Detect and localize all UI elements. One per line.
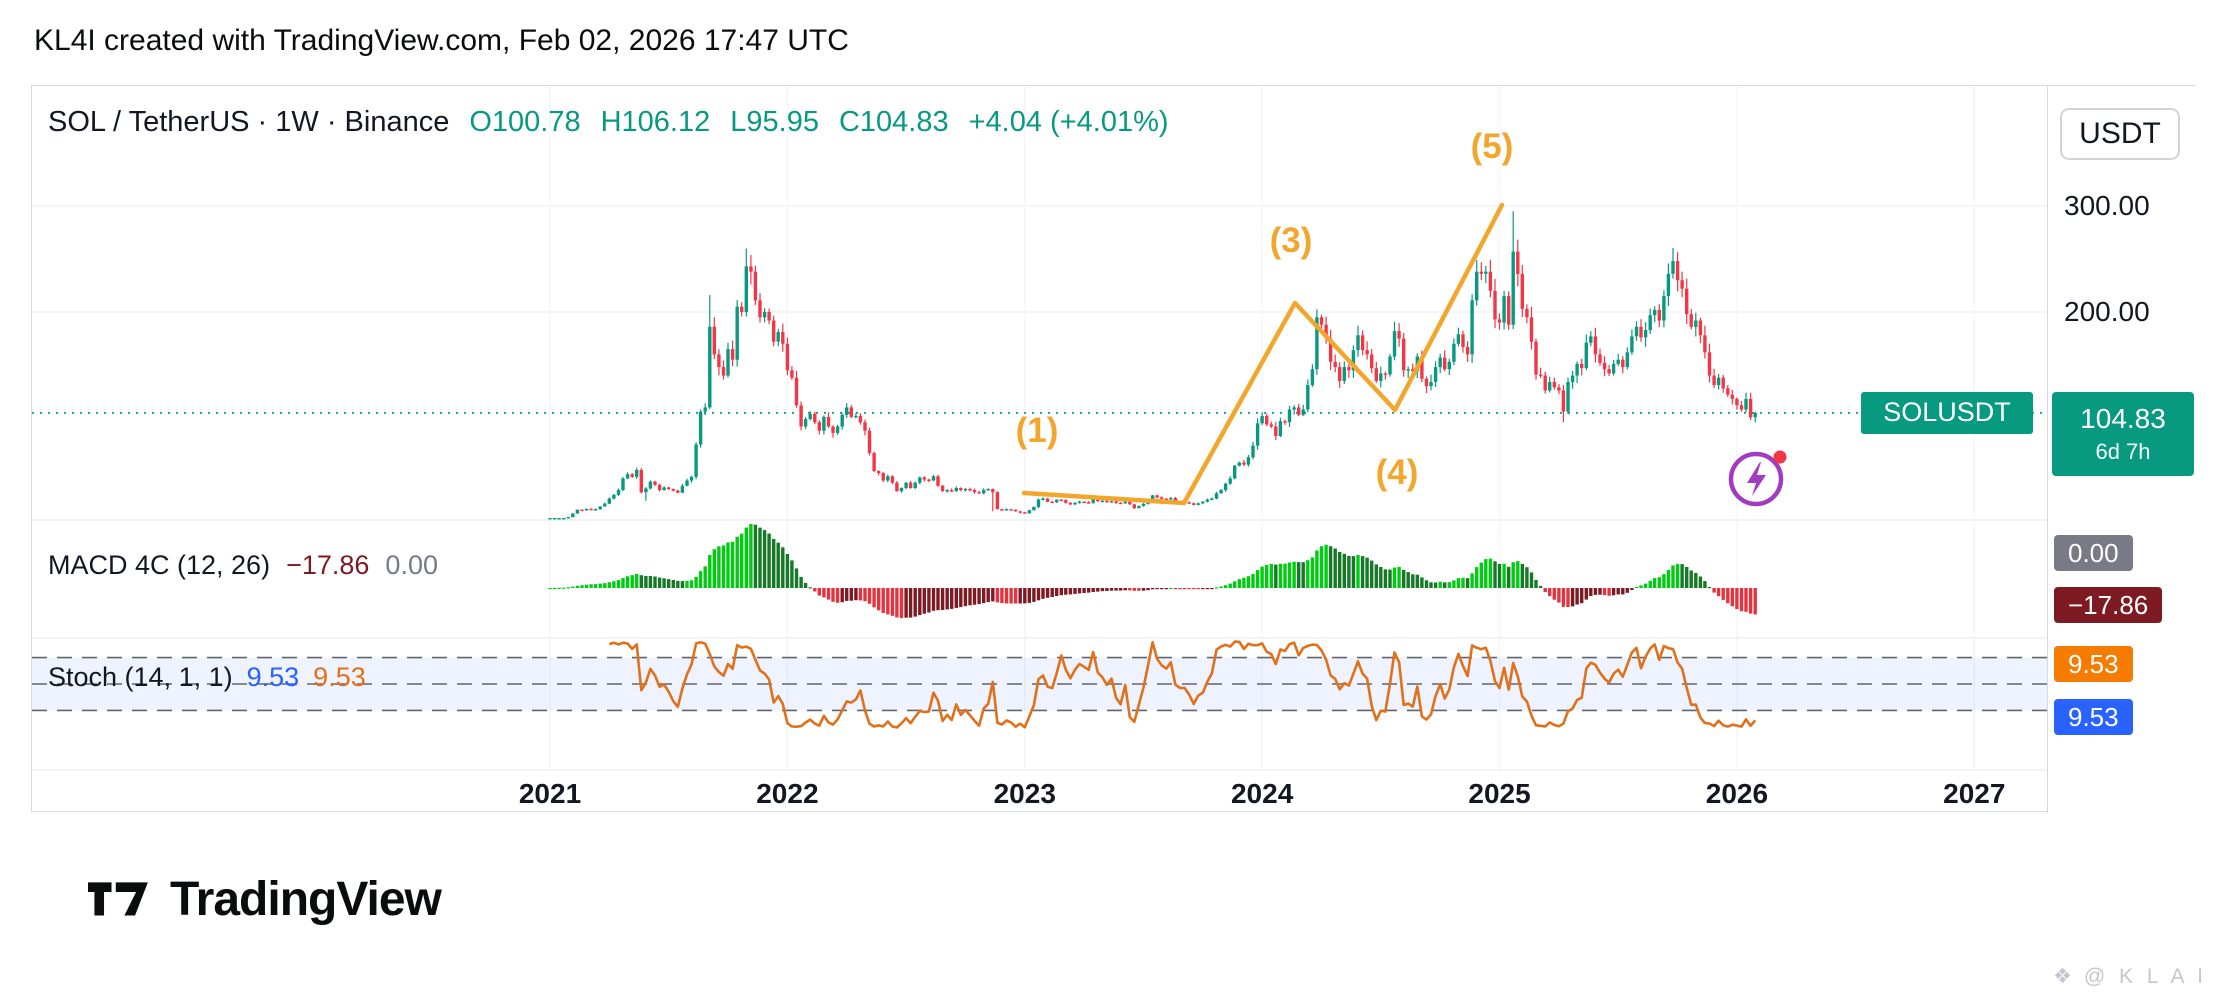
ohlc-low: L95.95 — [730, 106, 819, 138]
symbol-title: SOL / TetherUS · 1W · Binance — [48, 106, 450, 138]
tradingview-logo-icon — [88, 881, 148, 915]
chart-caption: KL4I created with TradingView.com, Feb 0… — [34, 24, 849, 57]
author-watermark: ❖ @ K L A I — [2053, 964, 2207, 989]
elliott-wave-label[interactable]: (4) — [1375, 453, 1419, 492]
candles — [548, 211, 1757, 520]
lightning-icon — [1747, 462, 1766, 496]
time-axis-year-label: 2024 — [1230, 778, 1294, 809]
tradingview-logo[interactable]: TradingView — [88, 872, 442, 927]
elliott-trendline[interactable] — [1021, 202, 1505, 506]
notification-dot-icon — [1773, 450, 1787, 464]
price-scale-label: 200.00 — [2064, 296, 2150, 327]
macd-zero: 0.00 — [385, 550, 438, 580]
elliott-wave-label[interactable]: (3) — [1269, 221, 1313, 260]
time-axis-year-label: 2021 — [518, 778, 582, 809]
macd-zero-badge: 0.00 — [2054, 535, 2133, 571]
macd-value-badge: −17.86 — [2054, 587, 2163, 623]
bar-countdown: 6d 7h — [2095, 438, 2151, 464]
stoch-k-value: 9.53 — [246, 662, 300, 692]
elliott-wave-label[interactable]: (1) — [1015, 411, 1059, 450]
ohlc-high: H106.12 — [600, 106, 711, 138]
ohlc-open: O100.78 — [469, 106, 581, 138]
tradingview-logo-text: TradingView — [170, 873, 442, 926]
last-price-badge: 104.83 6d 7h — [2052, 391, 2194, 476]
stoch-legend[interactable]: Stoch (14, 1, 1) 9.53 9.53 — [48, 662, 366, 693]
stoch-name: Stoch (14, 1, 1) — [48, 662, 233, 692]
ohlc-close: C104.83 — [838, 106, 949, 138]
time-axis-year-label: 2022 — [756, 778, 819, 809]
chart-canvas[interactable] — [32, 86, 2047, 813]
macd-name: MACD 4C (12, 26) — [48, 550, 271, 580]
time-axis[interactable]: 2021 2022 2023 2024 2025 2026 2027 — [32, 770, 2047, 813]
macd-legend[interactable]: MACD 4C (12, 26) −17.86 0.00 — [48, 550, 438, 581]
ohlc-change: +4.04 (+4.01%) — [968, 106, 1169, 138]
time-axis-year-label: 2026 — [1705, 778, 1769, 809]
stoch-d-value: 9.53 — [313, 662, 366, 692]
last-price-value: 104.83 — [2080, 402, 2166, 434]
stoch-k-badge: 9.53 — [2054, 646, 2133, 682]
price-axis[interactable]: USDT 300.00 200.00 104.83 6d 7h 0.00 −17.… — [2047, 86, 2197, 813]
time-axis-year-label: 2027 — [1943, 778, 2006, 809]
elliott-wave-label[interactable]: (5) — [1470, 127, 1514, 166]
quote-currency-chip[interactable]: USDT — [2060, 108, 2180, 160]
time-axis-year-label: 2025 — [1468, 778, 1531, 809]
time-axis-year-label: 2023 — [993, 778, 1056, 809]
gem-icon: ❖ — [2053, 965, 2076, 988]
price-scale-label: 300.00 — [2064, 190, 2150, 221]
stoch-line — [608, 640, 1757, 729]
chart-frame: SOL / TetherUS · 1W · Binance O100.78 H1… — [31, 85, 2197, 813]
watermark-text: @ K L A I — [2083, 964, 2207, 988]
boost-button[interactable] — [1725, 444, 1791, 510]
stoch-d-badge: 9.53 — [2054, 699, 2133, 735]
macd-value: −17.86 — [286, 550, 370, 580]
macd-histogram — [548, 524, 1757, 619]
symbol-price-line-badge: SOLUSDT — [1861, 391, 2033, 434]
symbol-legend[interactable]: SOL / TetherUS · 1W · Binance O100.78 H1… — [48, 106, 1169, 139]
